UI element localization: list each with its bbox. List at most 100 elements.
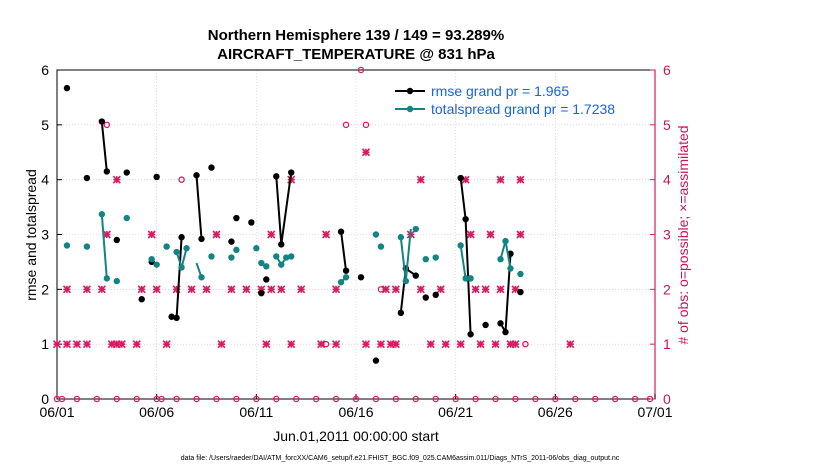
rmse-point [168, 313, 175, 320]
x-tick-label: 06/16 [338, 404, 373, 420]
totalspread-point [342, 274, 350, 281]
y-tick-label-right: 6 [663, 62, 671, 78]
totalspread-point [163, 243, 170, 250]
legend-spread-marker [406, 105, 414, 113]
series-layer [63, 84, 524, 364]
rmse-point [208, 164, 215, 171]
rmse-point [233, 214, 240, 222]
obs-assimilated-marker [486, 230, 495, 239]
totalspread-point [372, 231, 380, 238]
obs-assimilated-marker [332, 340, 341, 349]
totalspread-point [173, 248, 180, 256]
totalspread-point [113, 277, 121, 285]
y-tick-label-right: 1 [663, 336, 671, 352]
totalspread-point [233, 246, 240, 254]
totalspread-point [178, 264, 185, 271]
x-tick-label: 07/01 [637, 404, 672, 420]
obs-possible-marker [58, 395, 66, 403]
chart-title-line1: Northern Hemisphere 139 / 149 = 93.289% [208, 27, 504, 44]
obs-assimilated-marker [332, 285, 341, 294]
obs-possible-marker [292, 395, 300, 403]
totalspread-point [497, 255, 504, 263]
rmse-point [198, 235, 205, 243]
obs-assimilated-marker [97, 285, 106, 294]
rmse-point [263, 276, 270, 283]
x-tick-label: 06/26 [538, 404, 573, 420]
obs-assimilated-marker [361, 148, 371, 157]
obs-possible-marker [611, 395, 619, 403]
totalspread-point [432, 254, 439, 261]
rmse-point [98, 118, 106, 125]
totalspread-point [258, 259, 265, 267]
x-ticks: 06/01 06/06 06/11 06/16 06/21 06/26 07/01 [39, 394, 673, 420]
obs-assimilated-marker [227, 285, 236, 294]
rmse-point [288, 169, 295, 176]
totalspread-point [253, 245, 260, 252]
obs-assimilated-marker [381, 285, 390, 294]
obs-assimilated-marker [416, 175, 425, 184]
rmse-point [462, 215, 469, 223]
totalspread-point [273, 253, 280, 260]
obs-assimilated-marker [496, 175, 505, 184]
rmse-line-segment [100, 121, 108, 172]
obs-possible-marker [273, 395, 280, 403]
y-axis-label-right: # of obs: o=possible; ×=assimilated [675, 125, 691, 344]
obs-assimilated-marker [152, 285, 161, 294]
rmse-point [153, 173, 160, 181]
rmse-point [337, 228, 345, 235]
x-tick-label: 06/11 [239, 404, 273, 420]
totalspread-point [517, 270, 524, 278]
rmse-point [63, 84, 71, 92]
obs-assimilated-marker [217, 340, 226, 349]
obs-assimilated-marker [212, 230, 221, 239]
rmse-point [228, 238, 235, 245]
obs-assimilated-marker [416, 285, 425, 294]
y-tick-label: 1 [41, 336, 49, 352]
y-tick-label: 5 [41, 117, 49, 133]
obs-possible-marker [432, 395, 439, 403]
obs-possible-marker [253, 395, 260, 403]
obs-assimilated-marker [267, 285, 276, 294]
y-tick-label-right: 0 [663, 391, 671, 407]
obs-possible-marker [512, 395, 519, 403]
obs-assimilated-marker [456, 340, 465, 349]
legend-rmse-marker [406, 87, 414, 95]
rmse-point [342, 267, 350, 274]
rmse-point [258, 289, 265, 297]
obs-possible-marker [233, 395, 240, 403]
rmse-point [457, 174, 464, 182]
obs-possible-marker [362, 121, 370, 129]
obs-assimilated-marker [162, 340, 171, 349]
totalspread-point [278, 261, 285, 268]
obs-assimilated-marker [262, 340, 271, 349]
obs-possible-marker [113, 395, 121, 403]
legend-spread-text: totalspread grand pr = 1.7238 [431, 101, 615, 117]
y-ticks-right: 0 1 2 3 4 5 6 [650, 62, 671, 407]
x-tick-label: 06/21 [438, 404, 473, 420]
legend-rmse-text: rmse grand pr = 1.965 [431, 83, 569, 99]
obs-assimilated-marker [496, 285, 505, 294]
totalspread-point [228, 254, 235, 261]
totalspread-point [502, 237, 509, 245]
obs-possible-marker [93, 395, 101, 403]
rmse-point [123, 169, 130, 176]
obs-possible-marker [158, 395, 165, 403]
obs-assimilated-marker [82, 285, 91, 294]
rmse-point [357, 274, 365, 281]
obs-possible-marker [572, 395, 579, 403]
rmse-point [422, 294, 429, 301]
data-file-footnote: data file: /Users/raeder/DAI/ATM_forcXX/… [181, 455, 620, 462]
obs-assimilated-marker [491, 340, 500, 349]
obs-possible-marker [103, 121, 111, 129]
obs-possible-marker [646, 395, 654, 403]
totalspread-point [98, 211, 106, 218]
totalspread-point [467, 275, 474, 282]
obs-possible-marker [472, 395, 479, 403]
rmse-point [278, 241, 285, 248]
rmse-point [467, 331, 474, 338]
obs-assimilated-marker [72, 340, 81, 349]
obs-assimilated-marker [112, 175, 121, 184]
obs-possible-marker [178, 176, 185, 183]
y-tick-label-right: 3 [663, 227, 671, 243]
